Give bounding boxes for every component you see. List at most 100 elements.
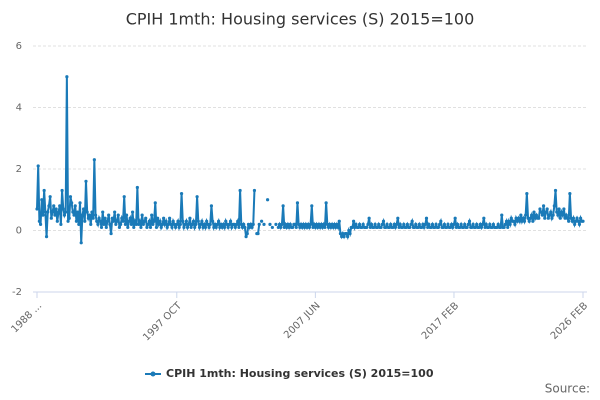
data-point: [221, 222, 225, 226]
data-point: [140, 213, 144, 217]
data-point: [353, 225, 357, 230]
data-point: [225, 222, 229, 226]
data-point: [62, 213, 67, 217]
data-point: [567, 219, 571, 223]
data-point: [44, 235, 49, 239]
data-point: [568, 192, 572, 196]
data-point: [433, 225, 437, 230]
data-point: [126, 225, 130, 230]
data-point: [109, 231, 113, 236]
data-point: [352, 219, 356, 223]
data-point: [185, 225, 190, 230]
data-point: [502, 225, 506, 230]
data-point: [102, 222, 106, 226]
data-point: [573, 222, 577, 226]
data-point: [250, 225, 254, 230]
data-point: [541, 204, 546, 208]
data-point: [550, 216, 554, 220]
data-point: [516, 216, 521, 220]
data-point: [159, 225, 163, 230]
data-point: [195, 195, 199, 199]
data-point: [575, 216, 579, 220]
data-point: [224, 219, 228, 223]
data-point: [342, 235, 346, 239]
data-point: [526, 216, 530, 220]
data-point: [348, 231, 352, 236]
data-point: [277, 222, 282, 226]
data-point: [562, 207, 566, 211]
data-point: [175, 222, 179, 226]
data-point: [260, 219, 264, 223]
data-point: [330, 222, 334, 226]
data-point: [555, 210, 559, 214]
data-point: [139, 225, 143, 230]
data-point: [40, 198, 44, 202]
data-point: [68, 195, 73, 199]
data-point: [565, 216, 570, 220]
data-point: [479, 225, 484, 230]
data-point: [208, 222, 212, 226]
data-point: [445, 225, 449, 230]
data-point: [56, 210, 61, 214]
data-point: [222, 225, 227, 230]
data-point: [336, 225, 340, 230]
data-point: [84, 179, 88, 183]
data-point: [191, 219, 196, 223]
data-point: [346, 235, 350, 239]
data-point: [95, 219, 99, 223]
data-point: [182, 225, 186, 230]
data-point: [328, 222, 332, 226]
data-point: [459, 222, 463, 226]
data-point: [117, 225, 122, 230]
data-point: [65, 75, 69, 79]
data-point: [46, 210, 50, 214]
data-point: [340, 235, 344, 239]
data-point: [577, 222, 582, 226]
data-point: [200, 219, 204, 223]
data-point: [205, 219, 209, 223]
data-point: [400, 225, 405, 230]
data-point: [441, 225, 445, 230]
data-point: [148, 225, 153, 230]
data-point: [533, 216, 537, 220]
data-point: [317, 222, 321, 226]
data-point: [356, 225, 360, 230]
data-point: [96, 222, 100, 226]
data-point: [319, 222, 323, 226]
data-point: [153, 201, 157, 205]
data-point: [91, 216, 95, 220]
data-point: [183, 222, 187, 226]
data-point: [318, 225, 322, 230]
data-point: [239, 222, 243, 226]
data-point: [55, 219, 59, 223]
y-tick-label: 0: [16, 226, 22, 237]
data-point: [313, 225, 317, 230]
data-point: [454, 225, 458, 230]
data-point: [228, 219, 233, 223]
data-point: [218, 225, 222, 230]
data-point: [151, 222, 155, 226]
legend-item[interactable]: CPIH 1mth: Housing services (S) 2015=100: [145, 367, 434, 380]
data-point: [164, 219, 168, 223]
y-tick-label: 6: [16, 41, 22, 52]
data-point: [323, 225, 327, 230]
data-point: [552, 204, 556, 208]
data-point: [361, 222, 365, 226]
data-point: [377, 222, 381, 226]
data-point: [508, 222, 512, 226]
data-point: [168, 216, 172, 220]
data-point: [453, 216, 457, 220]
data-point: [556, 213, 560, 217]
data-point: [169, 222, 173, 226]
data-point: [569, 216, 573, 220]
data-point: [146, 222, 150, 226]
legend-marker: [150, 371, 156, 377]
data-point: [519, 213, 523, 217]
data-point: [421, 222, 425, 226]
data-point: [71, 210, 75, 214]
x-tick-label: 2017 FEB: [420, 300, 462, 342]
data-point: [256, 231, 260, 236]
data-point: [98, 219, 102, 223]
data-point: [442, 222, 447, 226]
